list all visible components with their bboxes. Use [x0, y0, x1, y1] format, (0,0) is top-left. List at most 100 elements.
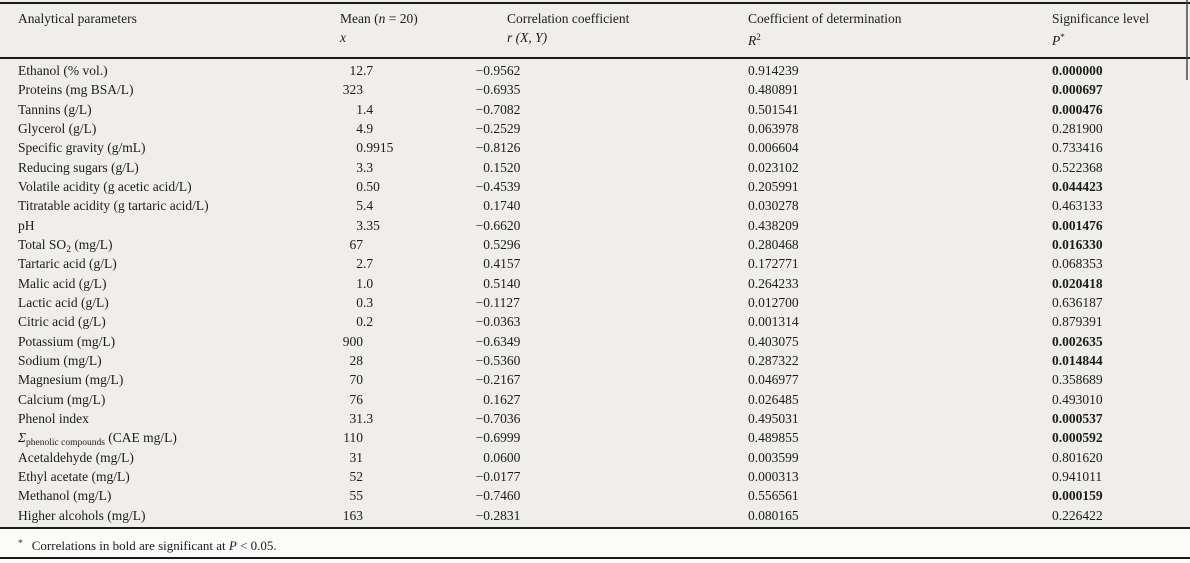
mean-value: 3.3	[356, 159, 374, 175]
header-symbol: r (X, Y)	[507, 30, 548, 45]
mean-value: 0.2	[356, 314, 374, 330]
mean-value: 4.9	[356, 120, 374, 136]
determination-value: 0.172771	[748, 256, 799, 272]
table-row: Methanol (mg/L) 55 −0.7460 0.556561 0.000159	[0, 486, 1190, 505]
determination-value: 0.556561	[748, 488, 799, 504]
mean-value: 323	[342, 82, 363, 98]
table-row: Sodium (mg/L) 28 −0.5360 0.287322 0.014844	[0, 351, 1190, 370]
row-label: Phenol index	[18, 410, 89, 426]
determination-value: 0.003599	[748, 449, 799, 465]
table-row: Malic acid (g/L) 1.0 0.5140 0.264233 0.02041…	[0, 274, 1190, 293]
mean-value: 163	[342, 507, 363, 523]
determination-value: 0.280468	[748, 236, 799, 252]
correlation-value: −0.5360	[475, 352, 521, 368]
determination-value: 0.006604	[748, 140, 799, 156]
mean-value: 5.4	[356, 198, 374, 214]
table-row: Titratable acidity (g tartaric acid/L) 5.…	[0, 196, 1190, 215]
row-label: Magnesium (mg/L)	[18, 372, 124, 388]
table-row: Specific gravity (g/mL) 0.9915 −0.8126 0.00…	[0, 138, 1190, 157]
header-analytical-parameters: Analytical parameters	[0, 9, 340, 50]
correlation-value: 0.5296	[483, 236, 521, 252]
table-bottom-rule	[0, 557, 1190, 559]
correlation-value: 0.1520	[483, 159, 521, 175]
table-row: Potassium (mg/L) 900 −0.6349 0.403075 0.0026…	[0, 332, 1190, 351]
table-background	[0, 0, 1190, 528]
significance-value: 0.493010	[1052, 391, 1103, 407]
determination-value: 0.063978	[748, 120, 799, 136]
significance-value: 0.463133	[1052, 198, 1103, 214]
correlation-value: −0.6999	[475, 430, 521, 446]
mean-value: 3.35	[356, 217, 380, 233]
mean-value: 67	[349, 236, 364, 252]
mean-value: 31.3	[349, 410, 374, 426]
row-label: Ethyl acetate (mg/L)	[18, 468, 130, 484]
header-label: Coefficient of determination	[748, 11, 902, 26]
table-row: Ethanol (% vol.) 12.7 −0.9562 0.914239 0.000…	[0, 61, 1190, 80]
row-label: Sodium (mg/L)	[18, 352, 102, 368]
significance-value: 0.000537	[1052, 410, 1103, 426]
determination-value: 0.914239	[748, 63, 799, 78]
table-row: Ethyl acetate (mg/L) 52 −0.0177 0.000313 0.9…	[0, 467, 1190, 486]
determination-value: 0.264233	[748, 275, 799, 291]
table-row: Tannins (g/L) 1.4 −0.7082 0.501541 0.000476	[0, 100, 1190, 119]
table-row: pH 3.35 −0.6620 0.438209 0.001476	[0, 216, 1190, 235]
row-label: Calcium (mg/L)	[18, 391, 106, 407]
significance-value: 0.020418	[1052, 275, 1103, 291]
mean-value: 52	[349, 468, 364, 484]
significance-value: 0.879391	[1052, 314, 1103, 330]
mean-value: 0.50	[356, 178, 380, 194]
table-row: Acetaldehyde (mg/L) 31 0.0600 0.003599 0.801…	[0, 448, 1190, 467]
header-correlation-coefficient: Correlation coefficient r (X, Y)	[460, 9, 748, 50]
row-label: Titratable acidity (g tartaric acid/L)	[18, 198, 209, 214]
table-footnote: * Correlations in bold are significant at…	[18, 536, 277, 554]
correlation-value: 0.4157	[483, 256, 521, 272]
determination-value: 0.501541	[748, 101, 799, 117]
determination-value: 0.438209	[748, 217, 799, 233]
row-label: Tartaric acid (g/L)	[18, 256, 117, 272]
correlation-value: 0.1740	[483, 198, 521, 214]
determination-value: 0.495031	[748, 410, 799, 426]
correlation-value: 0.1627	[483, 391, 521, 407]
header-symbol: P*	[1052, 32, 1065, 48]
header-bottom-rule	[0, 57, 1190, 59]
table-header: Analytical parameters Mean (n = 20) x Co…	[0, 9, 1190, 50]
determination-value: 0.480891	[748, 82, 799, 98]
correlation-value: −0.1127	[475, 294, 520, 310]
determination-value: 0.012700	[748, 294, 799, 310]
table-row: Reducing sugars (g/L) 3.3 0.1520 0.023102 0.…	[0, 158, 1190, 177]
mean-value: 76	[349, 391, 364, 407]
row-label: Ethanol (% vol.)	[18, 63, 108, 78]
mean-value: 55	[349, 488, 364, 504]
header-mean: Mean (n = 20) x	[340, 9, 460, 50]
determination-value: 0.205991	[748, 178, 799, 194]
row-label: Proteins (mg BSA/L)	[18, 82, 134, 98]
mean-value: 110	[343, 430, 363, 446]
mean-value: 2.7	[356, 256, 374, 272]
significance-value: 0.044423	[1052, 178, 1103, 194]
correlation-value: −0.8126	[475, 140, 521, 156]
determination-value: 0.080165	[748, 507, 799, 523]
significance-value: 0.281900	[1052, 120, 1103, 136]
header-coefficient-of-determination: Coefficient of determination R2	[748, 9, 1052, 50]
correlation-value: −0.6349	[475, 333, 521, 349]
row-label: Methanol (mg/L)	[18, 488, 112, 504]
header-label: Correlation coefficient	[507, 11, 630, 26]
correlation-value: 0.5140	[483, 275, 521, 291]
correlation-value: −0.6620	[475, 217, 521, 233]
mean-value: 0.3	[356, 294, 374, 310]
page-edge-artifact	[1186, 0, 1188, 80]
significance-value: 0.000000	[1052, 63, 1103, 78]
significance-value: 0.014844	[1052, 352, 1103, 368]
row-label: Potassium (mg/L)	[18, 333, 116, 349]
mean-value: 0.9915	[356, 140, 394, 156]
header-label: Analytical parameters	[18, 11, 137, 26]
table-row: Volatile acidity (g acetic acid/L) 0.50 −0…	[0, 177, 1190, 196]
row-label: Tannins (g/L)	[18, 101, 92, 117]
row-label: Citric acid (g/L)	[18, 314, 106, 330]
table-row: Total SO2 (mg/L) 67 0.5296 0.280468 0.016330	[0, 235, 1190, 255]
correlation-value: −0.7036	[475, 410, 521, 426]
significance-value: 0.000476	[1052, 101, 1103, 117]
mean-value: 12.7	[349, 63, 374, 78]
mean-value: 1.0	[356, 275, 374, 291]
significance-value: 0.522368	[1052, 159, 1103, 175]
